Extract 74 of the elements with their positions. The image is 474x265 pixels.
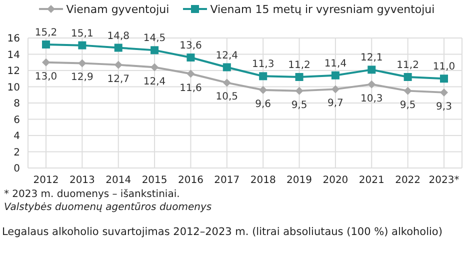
- data-label: 10,5: [216, 92, 238, 103]
- point: [114, 44, 122, 52]
- y-tick-label: 12: [7, 66, 20, 78]
- y-tick-label: 14: [7, 50, 20, 61]
- x-tick-label: 2014: [106, 175, 132, 186]
- point: [440, 74, 448, 83]
- data-label: 11,2: [288, 60, 310, 71]
- x-tick-label: 2015: [142, 175, 168, 186]
- data-label: 14,5: [143, 33, 166, 44]
- data-label: 10,3: [360, 93, 383, 104]
- point: [42, 58, 50, 66]
- data-label: 15,1: [71, 28, 94, 40]
- point: [150, 46, 159, 54]
- x-tick-label: 2016: [178, 175, 204, 186]
- x-tick-label: 2012: [33, 175, 59, 186]
- data-label: 9,6: [255, 99, 272, 110]
- point: [259, 72, 268, 80]
- x-tick-label: 2021: [358, 175, 384, 186]
- x-tick-label: 2022: [395, 175, 421, 186]
- x-tick-label: 2019: [286, 175, 312, 186]
- data-label: 11,3: [252, 59, 274, 70]
- y-tick-label: 4: [14, 131, 20, 142]
- legend-label: Vienam 15 metų ir vyresniam gyventojui: [210, 2, 435, 16]
- text: Legalaus alkoholio suvartojimas 2012–2023 m. (litrai absoliutaus (100 %) alkoholio): [1, 226, 444, 238]
- data-label: 14,8: [107, 30, 130, 42]
- x-tick-label: 2018: [250, 175, 276, 186]
- data-label: 12,9: [71, 72, 94, 84]
- data-label: 12,1: [360, 52, 383, 64]
- point: [222, 78, 231, 87]
- data-label: 12,4: [143, 76, 166, 88]
- data-label: 13,6: [180, 40, 202, 52]
- point: [222, 63, 231, 72]
- x-tick-label: 2023*: [428, 175, 460, 186]
- y-tick-label: 6: [14, 114, 20, 126]
- data-label: 12,4: [216, 50, 238, 62]
- point: [78, 59, 86, 68]
- y-tick-label: 0: [14, 164, 20, 175]
- point: [440, 88, 448, 96]
- point: [368, 80, 376, 88]
- point: [295, 86, 304, 95]
- point: [331, 71, 340, 80]
- point: [150, 63, 159, 72]
- legend-label: Vienam gyventojui: [66, 2, 170, 16]
- point: [42, 40, 50, 48]
- data-label: 11,4: [324, 58, 347, 70]
- data-label: 9,7: [328, 98, 344, 110]
- y-tick-label: 16: [7, 34, 20, 45]
- y-tick-label: 8: [14, 98, 20, 110]
- x-tick-label: 2013: [69, 175, 95, 186]
- point: [331, 85, 340, 94]
- point: [259, 86, 268, 94]
- data-label: 11,6: [180, 82, 202, 94]
- y-tick-label: 2: [14, 147, 20, 158]
- point: [186, 54, 195, 62]
- data-label: 15,2: [34, 28, 58, 38]
- data-label: 9,3: [436, 101, 452, 112]
- point: [404, 86, 412, 95]
- point: [295, 73, 304, 81]
- point: [368, 66, 376, 74]
- data-label: 12,7: [107, 74, 130, 85]
- data-label: 9,5: [291, 100, 308, 111]
- data-label: 13,0: [34, 71, 58, 82]
- text: Valstybės duomenų agentūros duomenys: [4, 201, 213, 214]
- data-label: 11,0: [432, 62, 456, 73]
- x-tick-label: 2020: [322, 175, 348, 186]
- x-tick-label: 2017: [214, 175, 240, 186]
- text: * 2023 m. duomenys – išankstiniai.: [4, 188, 181, 201]
- point: [186, 70, 195, 78]
- point: [404, 73, 412, 81]
- y-tick-label: 10: [7, 82, 20, 94]
- point: [114, 60, 122, 69]
- data-label: 11,2: [396, 60, 419, 71]
- data-label: 9,5: [400, 100, 416, 111]
- point: [78, 41, 86, 50]
